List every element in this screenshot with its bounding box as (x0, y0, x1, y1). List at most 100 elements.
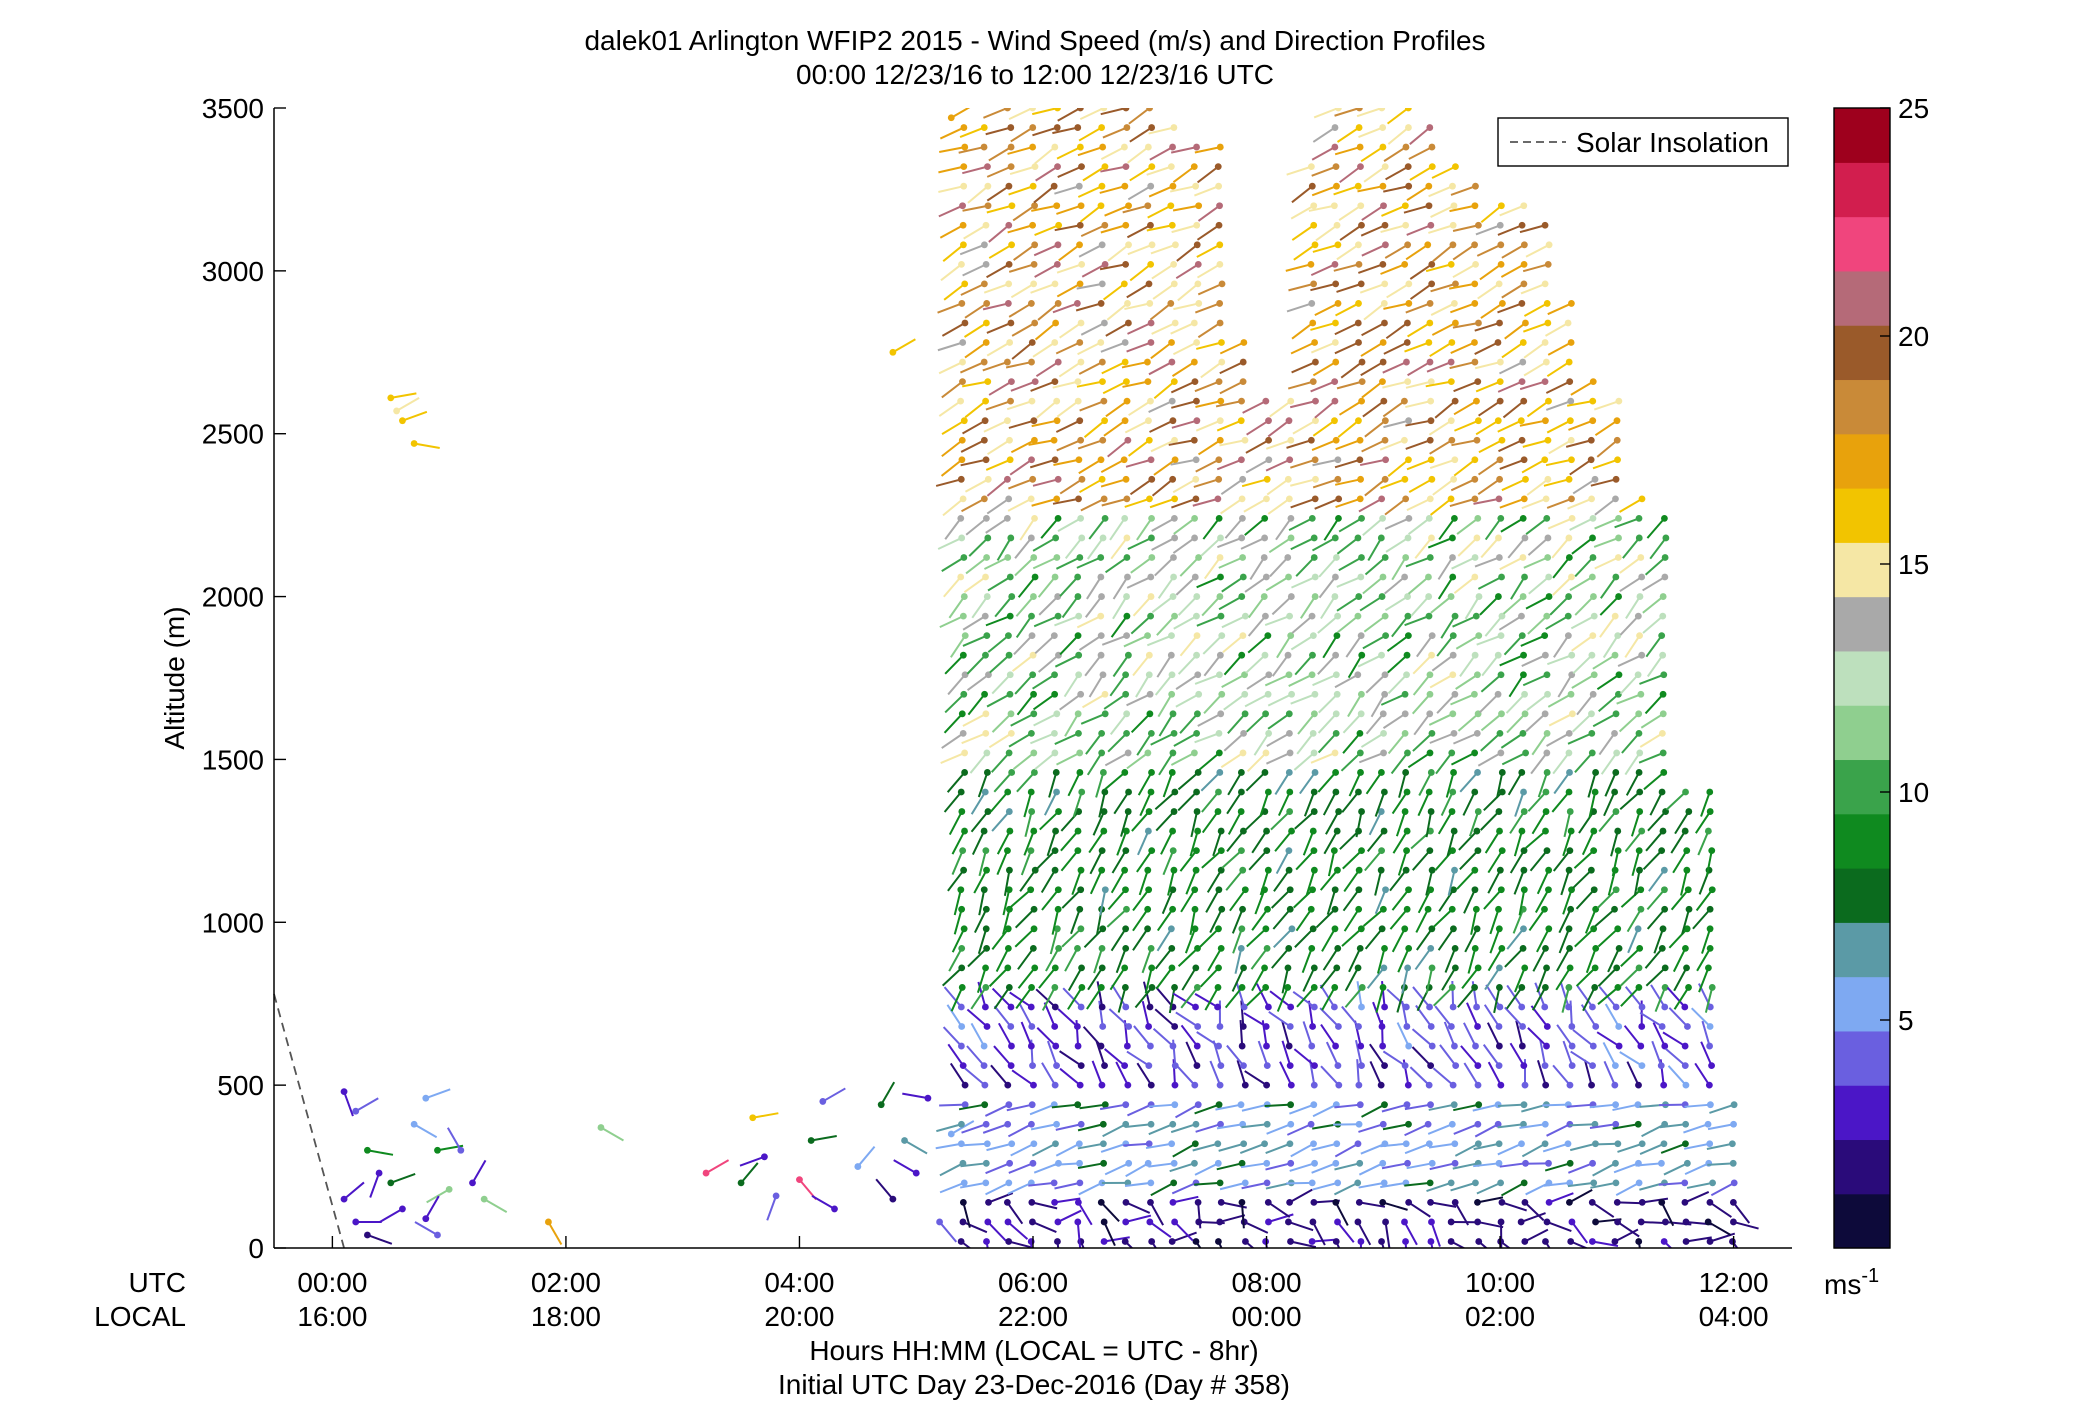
wind-barb-dot (1379, 339, 1387, 346)
wind-barb-shaft (1125, 1214, 1152, 1223)
wind-barb-shaft (1537, 772, 1549, 798)
wind-barb-shaft (1194, 302, 1221, 314)
wind-barb-dot (958, 1023, 966, 1030)
wind-barb-shaft (984, 1103, 1010, 1117)
wind-barb-dot (1636, 593, 1644, 600)
wind-barb-dot (1168, 1140, 1176, 1148)
wind-barb-dot (1074, 710, 1082, 718)
wind-barb-shaft (1463, 889, 1476, 914)
wind-barb-dot (1054, 612, 1062, 620)
wind-barb-shaft (1006, 1103, 1033, 1112)
wind-barb-dot (1355, 905, 1363, 913)
wind-barb-dot (1683, 847, 1691, 855)
wind-barb-shaft (1572, 869, 1593, 890)
wind-barb-shaft (938, 1221, 958, 1243)
wind-barb-shaft (963, 576, 987, 593)
wind-barb-dot (1051, 729, 1058, 737)
wind-barb-dot (1169, 1120, 1177, 1128)
wind-barb-dot (1588, 1199, 1596, 1206)
wind-barb-shaft (1003, 869, 1011, 896)
wind-barb-dot (1287, 632, 1295, 640)
wind-barb-shaft (1013, 243, 1036, 261)
wind-barb-dot (387, 394, 395, 402)
wind-barb-dot (1215, 456, 1223, 464)
wind-barb-shaft (1489, 908, 1500, 935)
wind-barb-shaft (1310, 341, 1336, 354)
wind-barb-dot (1147, 397, 1154, 405)
wind-barb-shaft (1104, 556, 1128, 574)
wind-barb-shaft (1145, 1142, 1172, 1150)
wind-barb-shaft (1151, 595, 1174, 614)
wind-barb-dot (1684, 1023, 1691, 1030)
wind-barb-dot (1355, 866, 1363, 874)
wind-barb-shaft (1141, 948, 1153, 974)
wind-barb-shaft (1552, 752, 1570, 775)
wind-barb-dot (1379, 573, 1387, 581)
wind-barb-dot (1285, 847, 1293, 855)
wind-barb-shaft (1311, 185, 1337, 197)
wind-barb-dot (1284, 554, 1292, 561)
wind-barb-shaft (1327, 850, 1336, 877)
wind-barb-shaft (1339, 224, 1363, 241)
wind-barb-dot (1148, 163, 1156, 171)
wind-barb-shaft (1509, 1042, 1525, 1067)
wind-barb-dot (1331, 593, 1339, 600)
wind-barb-shaft (1008, 108, 1034, 121)
wind-barb-shaft (1338, 400, 1363, 416)
wind-barb-dot (984, 534, 992, 542)
wind-barb-shaft (1170, 752, 1195, 766)
wind-barb-dot (1730, 1179, 1738, 1187)
wind-barb-shaft (1450, 185, 1476, 196)
wind-barb-dot (1238, 456, 1245, 464)
wind-barb-shaft (1194, 1181, 1221, 1186)
wind-barb-dot (1097, 632, 1105, 640)
wind-barb-shaft (1274, 830, 1293, 852)
wind-barb-dot (1168, 769, 1176, 776)
wind-barb-dot (1027, 788, 1035, 796)
wind-barb-dot (393, 407, 401, 415)
wind-barb-shaft (1141, 1000, 1150, 1027)
wind-barb-shaft (1221, 849, 1243, 869)
wind-barb-dot (1473, 397, 1480, 405)
wind-barb-shaft (1339, 830, 1360, 850)
wind-barb-dot (1615, 671, 1623, 679)
wind-barb-shaft (1480, 732, 1501, 752)
y-tick-label: 1000 (202, 907, 264, 938)
wind-barb-dot (1522, 475, 1529, 483)
wind-barb-dot (1494, 339, 1502, 346)
wind-barb-dot (1472, 182, 1479, 190)
wind-barb-dot (957, 788, 965, 796)
wind-barb-shaft (1383, 302, 1410, 310)
wind-barb-dot (1311, 339, 1319, 346)
wind-barb-shaft (1255, 983, 1270, 1008)
wind-barb-shaft (962, 419, 986, 435)
wind-barb-dot (1285, 944, 1293, 952)
wind-barb-dot (1031, 319, 1039, 327)
wind-barb-dot (1542, 358, 1550, 366)
wind-barb-shaft (1289, 1103, 1315, 1115)
wind-barb-dot (1660, 866, 1668, 874)
wind-barb-shaft (1452, 321, 1479, 329)
wind-barb-dot (1358, 651, 1366, 659)
wind-barb-shaft (1523, 361, 1547, 377)
wind-barb-shaft (471, 1159, 487, 1184)
wind-barb-dot (1565, 984, 1573, 991)
wind-barb-dot (1706, 1238, 1714, 1245)
wind-barb-dot (1194, 944, 1201, 952)
wind-barb-shaft (424, 1195, 440, 1220)
wind-barb-dot (1030, 1140, 1038, 1148)
wind-barb-shaft (1524, 1201, 1545, 1222)
wind-barb-shaft (1546, 732, 1570, 747)
wind-barb-dot (1287, 534, 1295, 542)
wind-barb-shaft (1477, 576, 1503, 590)
wind-barb-dot (1332, 358, 1340, 366)
wind-barb-dot (1310, 710, 1318, 718)
wind-barb-shaft (1356, 981, 1363, 1008)
wind-barb-dot (1636, 866, 1643, 874)
wind-barb-shaft (986, 341, 1011, 357)
wind-barb-shaft (1226, 830, 1245, 852)
wind-barb-shaft (1644, 947, 1664, 969)
y-tick-label: 3500 (202, 93, 264, 124)
wind-barb-shaft (1126, 576, 1152, 589)
wind-barb-shaft (1197, 204, 1221, 222)
